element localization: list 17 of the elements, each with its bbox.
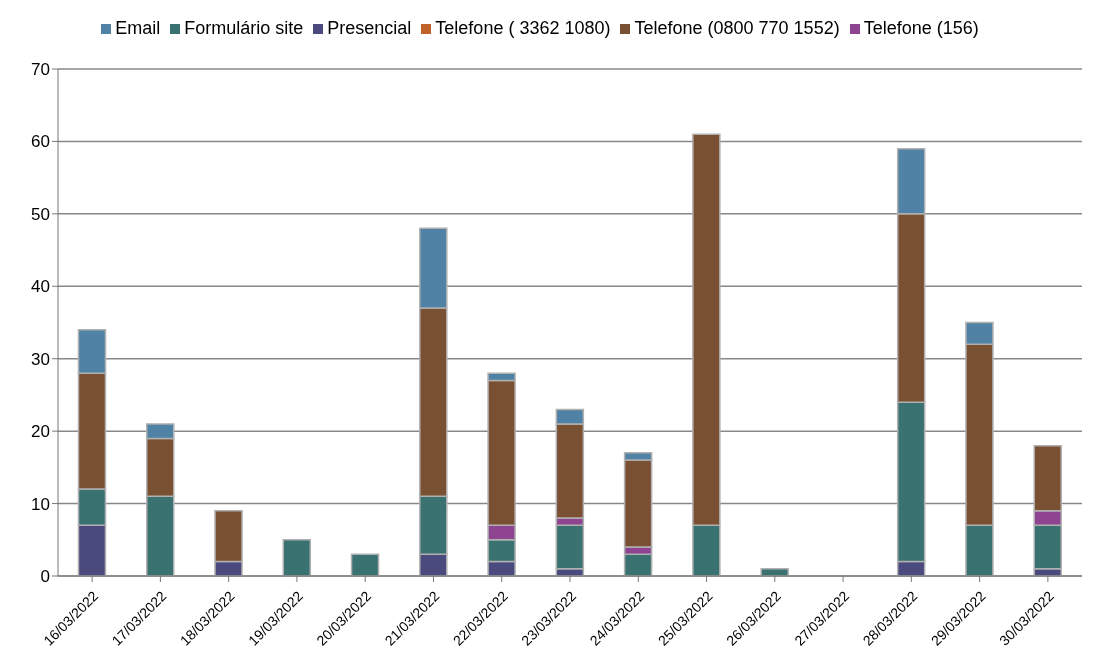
bar xyxy=(760,568,789,576)
y-tick-label: 20 xyxy=(31,422,50,442)
y-tick-label: 0 xyxy=(40,567,50,587)
legend-label: Telefone ( 3362 1080) xyxy=(435,18,611,38)
y-tick-label: 40 xyxy=(31,277,50,297)
legend-label: Telefone (0800 770 1552) xyxy=(634,18,840,38)
y-tick-label: 60 xyxy=(31,132,50,152)
y-tick-label: 10 xyxy=(31,494,50,514)
legend-label: Presencial xyxy=(327,18,412,38)
y-tick-label: 30 xyxy=(31,349,50,369)
legend-label: Telefone (156) xyxy=(863,18,979,38)
bar xyxy=(282,539,312,576)
legend-label: Formulário site xyxy=(184,18,304,38)
y-tick-label: 50 xyxy=(31,204,50,224)
bar xyxy=(350,553,380,576)
legend-label: Email xyxy=(115,18,161,38)
y-tick-label: 70 xyxy=(31,60,50,80)
